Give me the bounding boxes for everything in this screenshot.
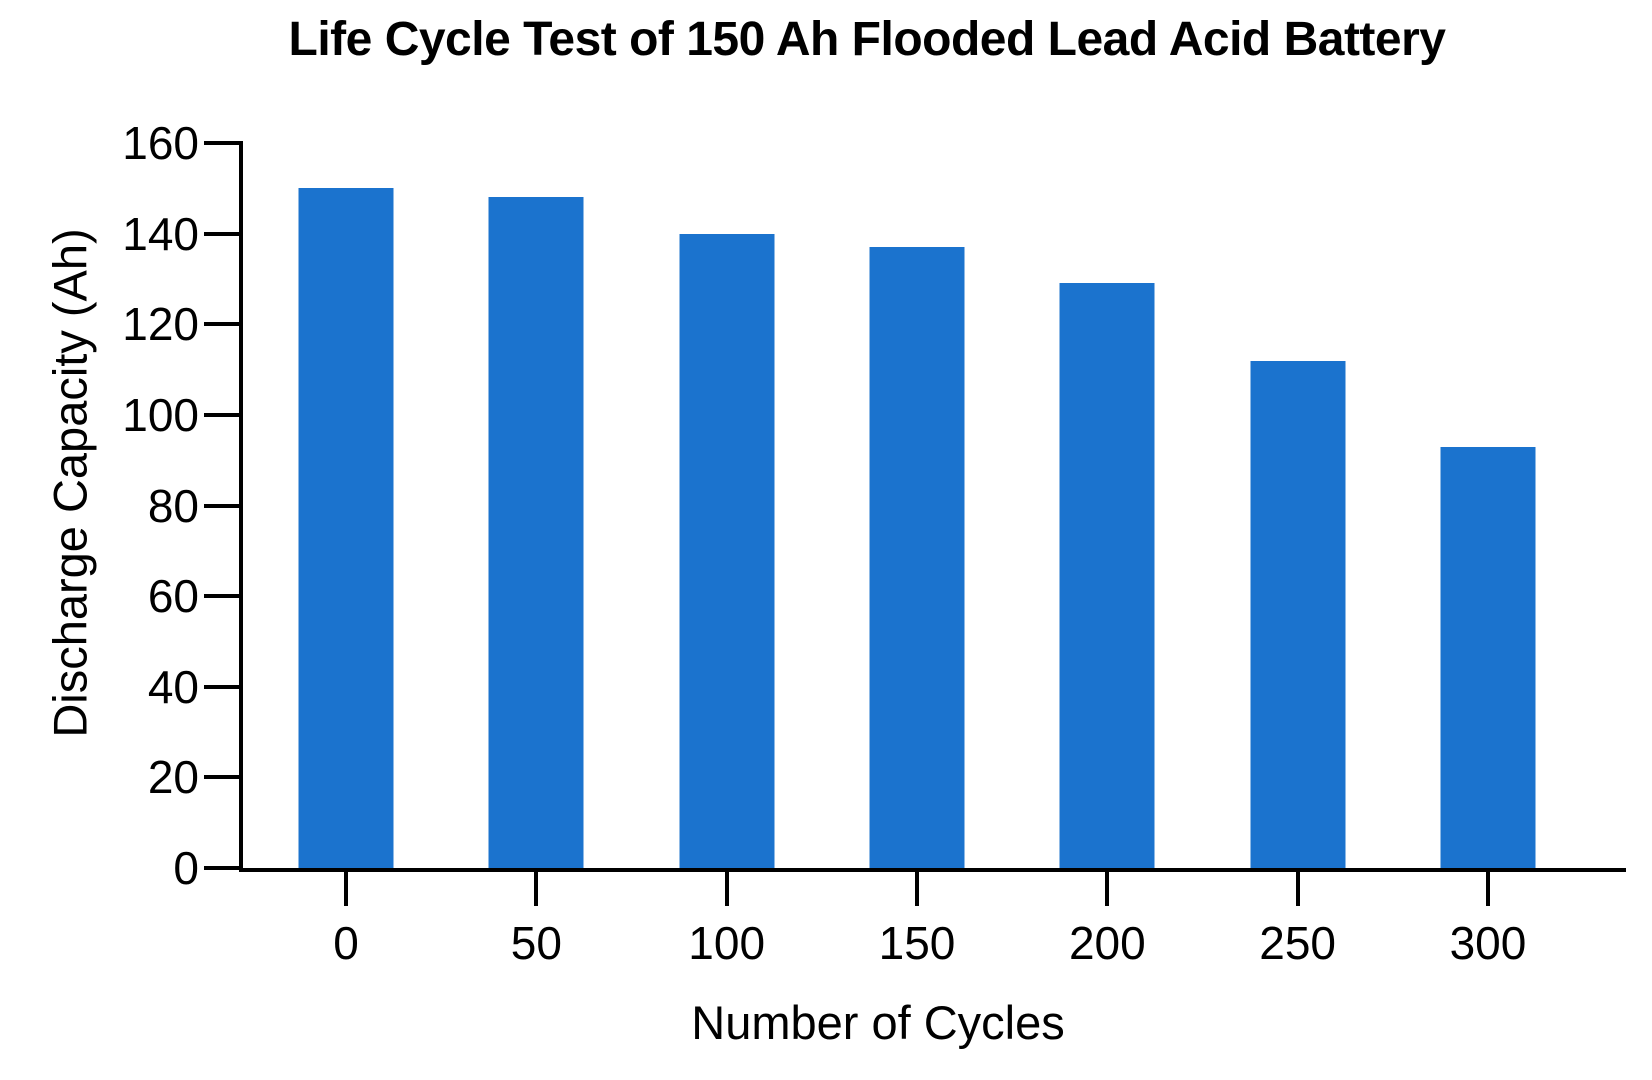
y-tick-label: 60: [147, 570, 199, 623]
x-tick-label: 300: [1449, 917, 1527, 969]
x-tick: [724, 872, 729, 906]
x-tick: [1295, 872, 1300, 906]
y-tick-label: 0: [173, 842, 199, 894]
x-tick-label: 50: [510, 917, 562, 969]
y-tick: [204, 503, 239, 508]
y-tick-label: 160: [122, 117, 199, 169]
y-tick: [204, 775, 239, 780]
y-tick: [204, 141, 239, 145]
x-tick-label: 100: [688, 917, 766, 969]
bar: [488, 197, 584, 868]
y-tick: [204, 684, 239, 689]
x-tick-label: 150: [878, 917, 956, 969]
bar: [1059, 283, 1155, 868]
bar: [1440, 446, 1536, 868]
y-axis-line: [239, 141, 243, 868]
x-tick: [914, 872, 919, 906]
chart-title: Life Cycle Test of 150 Ah Flooded Lead A…: [288, 13, 1446, 66]
plot-area: 0 20 40 60 80 100 120 140 160 0 50 100 150 200 250 300: [122, 120, 1626, 966]
bar: [869, 247, 965, 868]
x-tick-label: 250: [1259, 917, 1337, 969]
x-tick: [1105, 872, 1110, 906]
bar: [1250, 360, 1346, 868]
y-tick: [204, 594, 239, 599]
x-axis-line: [239, 868, 1626, 872]
y-tick: [204, 231, 239, 236]
y-tick: [204, 866, 239, 870]
bar: [679, 233, 775, 868]
y-tick-label: 20: [147, 751, 199, 804]
y-tick-label: 120: [122, 298, 199, 351]
x-tick-label: 200: [1068, 917, 1146, 969]
x-tick: [344, 872, 348, 906]
x-tick: [534, 872, 539, 906]
y-tick-label: 80: [147, 479, 199, 532]
y-tick-label: 100: [122, 388, 199, 441]
x-axis-label: Number of Cycles: [691, 996, 1065, 1049]
y-tick: [204, 412, 239, 417]
y-tick-label: 140: [122, 207, 199, 260]
y-tick: [204, 322, 239, 327]
x-tick-label: 0: [333, 917, 359, 969]
bar: [298, 188, 394, 868]
y-tick-label: 40: [147, 660, 199, 713]
x-tick: [1485, 872, 1490, 906]
